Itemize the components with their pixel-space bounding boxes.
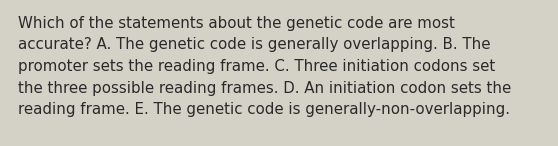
Text: accurate? A. The genetic code is generally overlapping. B. The: accurate? A. The genetic code is general…	[18, 38, 490, 53]
Text: Which of the statements about the genetic code are most: Which of the statements about the geneti…	[18, 16, 455, 31]
Text: reading frame. E. The genetic code is generally-non-overlapping.: reading frame. E. The genetic code is ge…	[18, 102, 510, 117]
Text: promoter sets the reading frame. C. Three initiation codons set: promoter sets the reading frame. C. Thre…	[18, 59, 496, 74]
Text: the three possible reading frames. D. An initiation codon sets the: the three possible reading frames. D. An…	[18, 80, 511, 95]
